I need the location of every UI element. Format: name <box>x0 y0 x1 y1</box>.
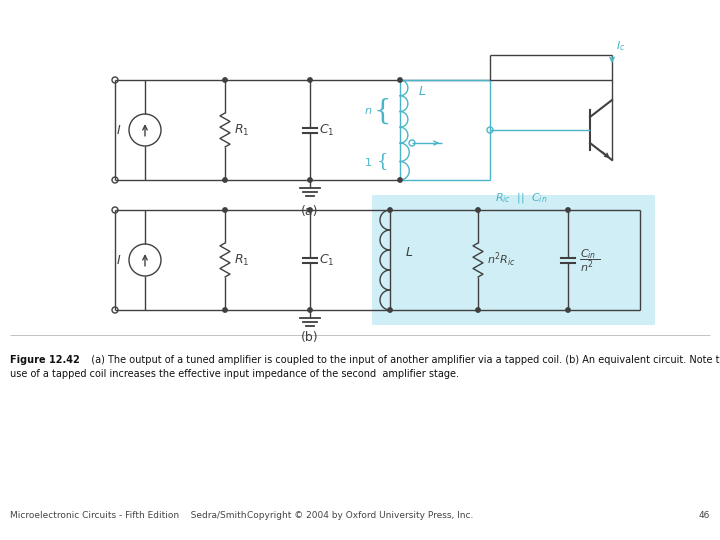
Text: $R_1$: $R_1$ <box>234 123 249 138</box>
Bar <box>372 195 655 325</box>
Circle shape <box>397 78 402 82</box>
Circle shape <box>476 208 480 212</box>
Circle shape <box>308 308 312 312</box>
Circle shape <box>397 178 402 182</box>
Text: $R_{ic}$  ||  $C_{in}$: $R_{ic}$ || $C_{in}$ <box>495 191 547 205</box>
Text: $I_c$: $I_c$ <box>616 39 626 53</box>
Circle shape <box>476 308 480 312</box>
Text: $n$: $n$ <box>364 106 372 117</box>
Text: $R_1$: $R_1$ <box>234 252 249 267</box>
Circle shape <box>388 208 392 212</box>
Circle shape <box>566 208 570 212</box>
Text: $I$: $I$ <box>116 253 121 267</box>
Circle shape <box>222 308 228 312</box>
Text: $L$: $L$ <box>418 85 426 98</box>
Text: Figure 12.42: Figure 12.42 <box>10 355 80 365</box>
Text: $n^2 R_{ic}$: $n^2 R_{ic}$ <box>487 251 516 269</box>
Circle shape <box>566 308 570 312</box>
Text: (b): (b) <box>301 332 319 345</box>
Circle shape <box>222 208 228 212</box>
Circle shape <box>308 208 312 212</box>
Text: $L$: $L$ <box>405 246 413 259</box>
Text: Microelectronic Circuits - Fifth Edition    Sedra/Smith: Microelectronic Circuits - Fifth Edition… <box>10 511 246 520</box>
Text: $C_1$: $C_1$ <box>319 252 335 267</box>
Text: 46: 46 <box>698 511 710 520</box>
Circle shape <box>308 178 312 182</box>
Text: $n^2$: $n^2$ <box>580 259 594 275</box>
Text: {: { <box>373 98 391 125</box>
Text: Copyright © 2004 by Oxford University Press, Inc.: Copyright © 2004 by Oxford University Pr… <box>247 511 473 520</box>
Text: (a): (a) <box>301 206 319 219</box>
Text: $I$: $I$ <box>116 124 121 137</box>
Text: $1$: $1$ <box>364 156 372 167</box>
Text: {: { <box>377 152 388 171</box>
Circle shape <box>222 78 228 82</box>
Text: $C_1$: $C_1$ <box>319 123 335 138</box>
Circle shape <box>222 178 228 182</box>
Text: (a) The output of a tuned amplifier is coupled to the input of another amplifier: (a) The output of a tuned amplifier is c… <box>85 355 720 365</box>
Text: $C_{in}$: $C_{in}$ <box>580 247 596 261</box>
Circle shape <box>388 308 392 312</box>
Text: use of a tapped coil increases the effective input impedance of the second  ampl: use of a tapped coil increases the effec… <box>10 369 459 379</box>
Circle shape <box>308 78 312 82</box>
